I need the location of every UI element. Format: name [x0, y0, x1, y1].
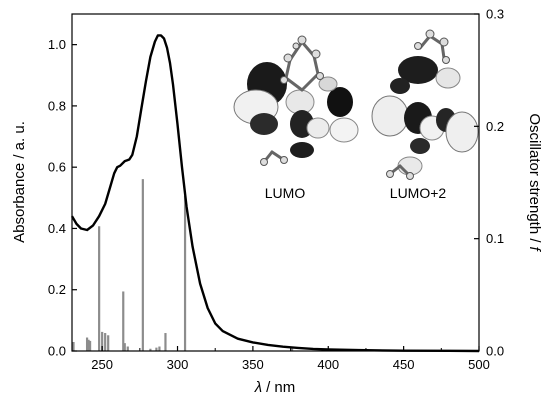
- oscillator-strength-bars: [72, 179, 294, 351]
- x-axis-title: λ / nm: [254, 379, 296, 396]
- inset-label-lumo: LUMO: [265, 185, 306, 201]
- absorbance-curve: [70, 34, 480, 353]
- y-left-tick-label: 0.4: [48, 221, 66, 236]
- y-right-tick-label: 0.1: [486, 231, 504, 246]
- x-tick-label: 500: [468, 357, 490, 372]
- y-left-tick-label: 1.0: [48, 37, 66, 52]
- y-right-tick-label: 0.0: [486, 344, 504, 359]
- x-tick-label: 300: [167, 357, 189, 372]
- y-axis-left-title: Absorbance / a. u.: [11, 121, 28, 243]
- y-right-tick-label: 0.3: [486, 7, 504, 22]
- x-tick-label: 450: [393, 357, 415, 372]
- y-left-tick-label: 0.8: [48, 98, 66, 113]
- y-left-tick-label: 0.0: [48, 344, 66, 359]
- y-left-tick-label: 0.2: [48, 282, 66, 297]
- x-tick-label: 350: [242, 357, 264, 372]
- lumo-plus-2-orbital-image: [371, 29, 479, 180]
- y-right-tick-label: 0.2: [486, 119, 504, 134]
- y-axis-right-title: Oscillator strength /f: [526, 113, 542, 252]
- x-tick-label: 400: [317, 357, 339, 372]
- lumo-orbital-image: [233, 35, 359, 166]
- x-tick-label: 250: [91, 357, 113, 372]
- inset-label-lumo-plus-2: LUMO+2: [390, 185, 447, 201]
- y-axis-left-ticks: 0.0 0.2 0.4 0.6 0.8 1.0: [48, 37, 77, 359]
- y-axis-right-ticks: 0.0 0.1 0.2 0.3: [474, 7, 504, 359]
- plot-frame: [71, 13, 480, 352]
- y-left-tick-label: 0.6: [48, 160, 66, 175]
- x-axis-ticks: 250 300 350 400 450 500: [91, 346, 490, 372]
